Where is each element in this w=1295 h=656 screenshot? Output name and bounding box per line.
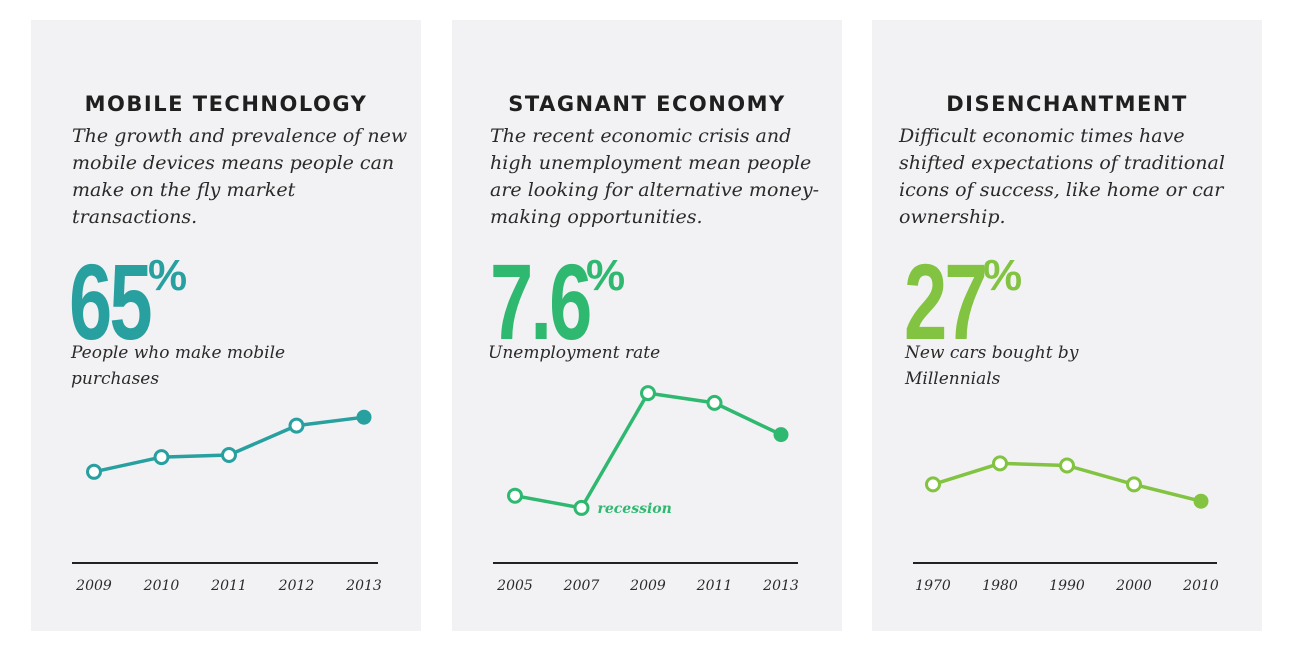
panel-mobile-technology: MOBILE TECHNOLOGY The growth and prevale… <box>31 20 421 631</box>
panel-stagnant-economy: STAGNANT ECONOMY The recent economic cri… <box>452 20 842 631</box>
panel-title: MOBILE TECHNOLOGY <box>84 92 368 116</box>
data-point <box>153 449 170 466</box>
data-point <box>925 476 941 493</box>
stat-label: Unemployment rate <box>488 343 661 363</box>
stat-percent: % <box>983 251 1023 300</box>
x-tick-label: 2010 <box>143 578 180 594</box>
stat-value: 27 % <box>904 241 1022 362</box>
data-point <box>288 417 305 434</box>
data-point <box>773 427 789 443</box>
data-point <box>706 394 723 411</box>
data-point <box>573 499 590 516</box>
x-tick-label: 2009 <box>75 578 112 594</box>
stat-value: 7.6 % <box>490 248 628 356</box>
data-point <box>1059 457 1075 474</box>
x-tick-label: 2012 <box>278 578 315 594</box>
data-point <box>507 487 523 504</box>
panel-description: The growth and prevalence of new mobile … <box>72 125 408 228</box>
data-point <box>221 447 237 463</box>
panel-title: DISENCHANTMENT <box>946 92 1188 116</box>
chart-new-cars-millennials: 1970 1980 1990 2000 2010 <box>913 455 1219 594</box>
panel-title: STAGNANT ECONOMY <box>508 92 786 116</box>
x-tick-label: 2005 <box>496 578 533 594</box>
stat-value: 65 % <box>69 241 187 362</box>
x-tick-label: 2013 <box>345 578 382 594</box>
stat-number: 65 <box>69 241 153 362</box>
series-line <box>93 415 365 474</box>
x-tick-label: 1990 <box>1049 578 1085 594</box>
annotation-label: recession <box>598 501 672 517</box>
data-point <box>640 385 656 402</box>
x-tick-label: 1970 <box>915 578 951 594</box>
stat-label: People who make mobile purchases <box>71 343 286 389</box>
panel-description: The recent economic crisis and high unem… <box>490 125 820 228</box>
x-tick-label: 2009 <box>629 578 666 594</box>
chart-unemployment-rate: 2005 2007 2009 2011 2013 recession <box>493 385 799 594</box>
x-tick-label: 2013 <box>762 578 799 594</box>
stat-label: New cars bought by Millennials <box>905 343 1079 389</box>
panel-disenchantment: DISENCHANTMENT Difficult economic times … <box>872 20 1262 631</box>
series-line <box>514 391 782 510</box>
x-tick-label: 2011 <box>210 578 247 594</box>
data-point <box>1126 476 1142 493</box>
chart-mobile-purchases: 2009 2010 2011 2012 2013 <box>72 409 382 594</box>
stat-number: 27 <box>904 241 988 362</box>
x-tick-label: 2000 <box>1115 578 1152 594</box>
x-tick-label: 2010 <box>1182 578 1219 594</box>
stat-percent: % <box>586 251 626 300</box>
data-point <box>356 409 372 425</box>
panel-description: Difficult economic times have shifted ex… <box>899 125 1225 228</box>
stat-percent: % <box>148 251 188 300</box>
x-tick-label: 2007 <box>563 578 600 594</box>
x-tick-label: 1980 <box>982 578 1018 594</box>
data-point <box>992 455 1008 472</box>
x-tick-label: 2011 <box>696 578 733 594</box>
data-point <box>86 463 102 480</box>
stat-number: 7.6 <box>490 241 592 362</box>
data-point <box>1193 493 1209 509</box>
